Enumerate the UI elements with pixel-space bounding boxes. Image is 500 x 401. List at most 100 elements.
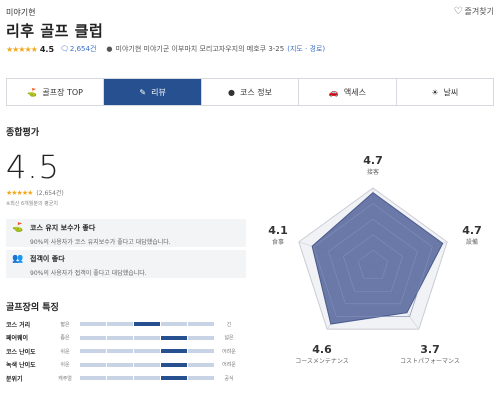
feature-label: 코스 난이도 (6, 348, 36, 356)
feature-scale-segment (134, 349, 160, 353)
feature-scale-segment (107, 362, 133, 367)
address: ● 미야기현 미야기군 이부마치 모리고자우지의 메호쿠 3-25 (지도 · … (106, 45, 326, 53)
course-meta: ★★★★★ 4.5 🗨 2,654건 ● 미야기현 미야기군 이부마치 모리고자… (6, 44, 325, 54)
feature-scale-segment (188, 349, 214, 353)
map-link[interactable]: (지도 · 경로) (287, 45, 326, 53)
feature-label: 페어웨이 (6, 335, 29, 342)
weather-icon: ☀ (431, 87, 439, 97)
tab-weather[interactable]: ☀ 날씨 (396, 79, 494, 105)
feature-scale-segment (107, 349, 133, 353)
course-title: 리후 골프 클럽 (6, 22, 104, 40)
feature-scale-segment (80, 322, 106, 326)
radar-value-label: 4.7 (462, 224, 482, 237)
radar-axis-label: 接客 (367, 168, 379, 176)
radar-value-polygon (311, 192, 444, 325)
radar-axis-label: 設備 (466, 238, 478, 246)
feature-max-label: 공식 (224, 375, 234, 382)
feature-scale-segment (134, 322, 160, 326)
feature-scale-segment (134, 376, 160, 380)
car-icon: 🚗 (328, 87, 339, 97)
radar-grid-overlay (313, 203, 433, 317)
radar-value-label: 4.6 (312, 343, 332, 356)
summary-rating: ★★★★★ (2,654건) (6, 188, 64, 198)
radar-axis-label: コストパフォーマンス (400, 358, 460, 365)
tab-review[interactable]: ✎ 리뷰 (104, 79, 202, 105)
radar-value-label: 4.1 (268, 224, 288, 237)
feature-scale-segment (161, 335, 187, 340)
radar-axis-label: コースメンテナンス (295, 358, 349, 365)
radar-value-label: 3.7 (420, 343, 440, 356)
radar-axis-label: 食事 (272, 238, 284, 246)
feature-label: 코스 거리 (6, 321, 31, 329)
feature-scale-segment (161, 376, 187, 380)
feature-label: 녹색 난이도 (6, 362, 36, 369)
summary-title: 종합평가 (6, 128, 40, 138)
feature-row: 녹색 난이도 쉬운 어려운 (6, 360, 246, 370)
radar-grid-overlay (342, 234, 404, 292)
feature-scale-segment (161, 362, 187, 367)
feature-scale-segment (161, 349, 187, 353)
summary-note: ※최신 6개월분의 평균치 (6, 201, 58, 207)
location-pin-icon: ● (106, 45, 113, 53)
feature-scale-segment (161, 322, 187, 326)
overall-score: 4.5 (6, 148, 60, 186)
favorite-button[interactable]: ♡ 즐겨찾기 (454, 6, 494, 17)
feature-row: 페어웨이 좁은 넓은 (6, 333, 246, 343)
feature-scale-segment (80, 349, 106, 353)
tab-bar: ⛳ 골프장 TOP ✎ 리뷰 ● 코스 정보 🚗 액세스 ☀ 날씨 (6, 78, 494, 106)
region-label: 미야기현 (6, 8, 36, 17)
feature-scale-segment (188, 322, 214, 326)
highlight-service: 👥 접객이 좋다 90%의 사용자가 접객이 좋다고 대답했습니다. (6, 250, 246, 278)
feature-row: 코스 난이도 쉬운 어려운 (6, 346, 246, 356)
radar-grid-overlay (328, 218, 418, 305)
radar-grid-overlay (357, 250, 389, 279)
flag-icon: ⛳ (12, 223, 24, 233)
favorite-label: 즐겨찾기 (464, 7, 494, 16)
people-icon: 👥 (12, 254, 24, 264)
comment-icon: 🗨 (60, 45, 69, 53)
radar-value-label: 4.7 (363, 154, 383, 167)
features-title: 골프장의 특징 (6, 303, 59, 313)
feature-scale-segment (188, 335, 214, 340)
review-icon: ✎ (139, 87, 147, 97)
golfer-icon: ⛳ (27, 87, 38, 97)
feature-min-label: 짧은 (60, 321, 70, 328)
highlight-maintenance: ⛳ 코스 유지 보수가 좋다 90%의 사용자가 코스 유지보수가 좋다고 대답… (6, 219, 246, 247)
feature-min-label: 쉬운 (60, 362, 70, 368)
feature-max-label: 넓은 (224, 335, 234, 341)
summary-stars: ★★★★★ (6, 188, 33, 197)
tab-access[interactable]: 🚗 액세스 (299, 79, 397, 105)
review-count-link[interactable]: 🗨 2,654건 (60, 45, 97, 53)
summary-count: (2,654건) (36, 190, 64, 197)
feature-scale-segment (80, 362, 106, 367)
feature-scale-segment (107, 335, 133, 340)
tab-course-info[interactable]: ● 코스 정보 (201, 79, 300, 105)
feature-max-label: 어려운 (222, 362, 236, 368)
feature-scale-segment (134, 335, 160, 340)
feature-min-label: 좁은 (60, 335, 70, 341)
feature-scale-segment (80, 335, 106, 340)
tab-golf-top[interactable]: ⛳ 골프장 TOP (7, 79, 105, 105)
feature-row: 분위기 캐주얼 공식 (6, 373, 246, 383)
feature-min-label: 쉬운 (60, 348, 70, 355)
heart-icon: ♡ (453, 6, 463, 17)
feature-scale-segment (188, 376, 214, 380)
feature-scale-segment (188, 362, 214, 367)
feature-label: 분위기 (6, 375, 23, 383)
feature-scale (80, 362, 214, 367)
feature-scale (80, 322, 214, 326)
rating-stars: ★★★★★ (6, 44, 38, 54)
rating-value: 4.5 (39, 44, 55, 54)
feature-scale-segment (107, 322, 133, 326)
feature-max-label: 긴 (226, 321, 232, 328)
feature-scale-segment (107, 376, 133, 380)
feature-scale (80, 335, 214, 340)
feature-scale-segment (134, 362, 160, 367)
feature-max-label: 어려운 (222, 348, 236, 355)
feature-min-label: 캐주얼 (58, 375, 72, 382)
feature-row: 코스 거리 짧은 긴 (6, 319, 246, 329)
feature-scale-segment (80, 376, 106, 380)
feature-scale (80, 349, 214, 353)
course-icon: ● (228, 87, 236, 97)
